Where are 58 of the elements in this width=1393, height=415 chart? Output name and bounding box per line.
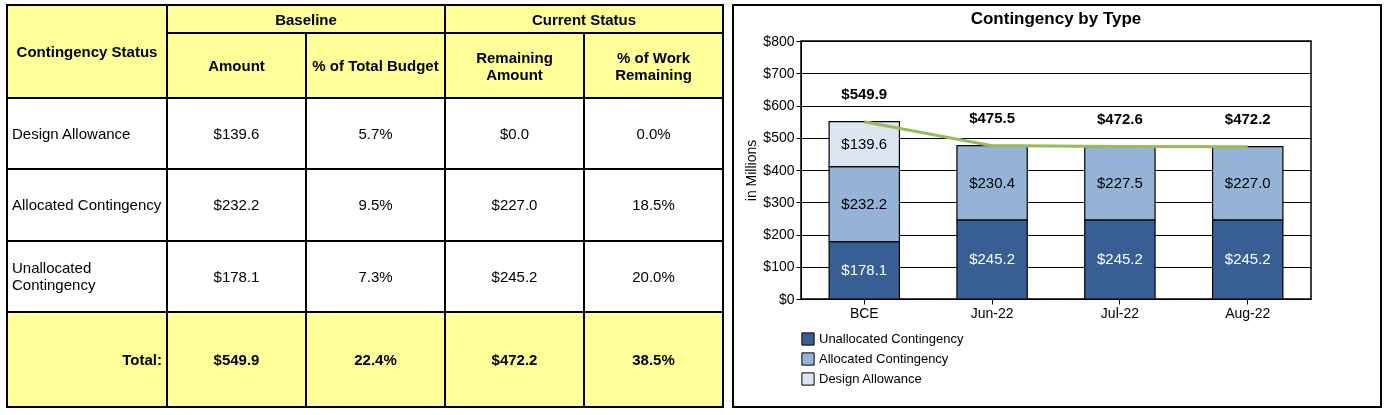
data-label: $472.2 <box>1224 109 1271 127</box>
y-tick-label: $500 <box>763 129 795 146</box>
text: Amount <box>167 33 306 98</box>
y-tick-label: $600 <box>763 97 795 113</box>
x-tick-label: Jun-22 <box>970 304 1014 321</box>
legend-label: Design Allowance <box>819 371 922 386</box>
x-tick-label: Aug-22 <box>1225 304 1271 321</box>
text: Remaining Amount <box>445 33 584 98</box>
text: $232.2 <box>167 169 306 241</box>
data-label: $245.2 <box>1224 250 1271 268</box>
text: 20.0% <box>584 240 723 312</box>
text: Baseline <box>167 5 445 34</box>
data-label: $245.2 <box>1096 250 1143 268</box>
y-tick-label: $400 <box>763 161 795 178</box>
text: Total: <box>7 311 167 407</box>
text: $245.2 <box>445 240 584 312</box>
text: Unallocated Contingency <box>7 240 167 312</box>
text: Allocated Contingency <box>7 169 167 241</box>
text: $549.9 <box>167 311 306 407</box>
text: % of Work Remaining <box>584 33 723 98</box>
data-label: $232.2 <box>841 195 888 213</box>
y-axis-title: in Millions <box>743 139 760 202</box>
y-tick-label: $100 <box>763 258 795 275</box>
x-tick-label: BCE <box>849 304 879 321</box>
text: Contingency Status <box>7 5 167 98</box>
data-label: $178.1 <box>841 261 888 279</box>
legend-label: Allocated Contingency <box>819 351 949 366</box>
text: $0.0 <box>445 97 584 170</box>
chart-title: Contingency by Type <box>970 9 1142 28</box>
y-tick-label: $700 <box>763 64 795 81</box>
text: Current Status <box>445 5 723 34</box>
text: $472.2 <box>445 311 584 407</box>
text: 38.5% <box>584 311 723 407</box>
y-tick-label: $0 <box>778 290 795 307</box>
text: $178.1 <box>167 240 306 312</box>
data-label: $472.6 <box>1096 109 1143 127</box>
text: 9.5% <box>306 169 445 241</box>
text: $139.6 <box>167 97 306 170</box>
data-label: $139.6 <box>841 135 888 153</box>
text: 5.7% <box>306 97 445 170</box>
y-tick-label: $200 <box>763 226 795 242</box>
data-label: $245.2 <box>969 250 1016 268</box>
text: 0.0% <box>584 97 723 170</box>
text: 22.4% <box>306 311 445 407</box>
text: Design Allowance <box>7 97 167 170</box>
text: $227.0 <box>445 169 584 241</box>
data-label: $475.5 <box>969 108 1016 126</box>
legend-label: Unallocated Contingency <box>819 331 965 346</box>
text: 7.3% <box>306 240 445 312</box>
data-label: $227.0 <box>1224 174 1271 192</box>
text: % of Total Budget <box>306 33 445 98</box>
y-tick-label: $300 <box>763 193 795 210</box>
data-label: $227.5 <box>1096 174 1143 192</box>
text: 18.5% <box>584 169 723 241</box>
data-label: $549.9 <box>841 84 888 102</box>
x-tick-label: Jul-22 <box>1100 304 1140 321</box>
data-label: $230.4 <box>969 173 1016 191</box>
y-tick-label: $800 <box>763 32 795 49</box>
